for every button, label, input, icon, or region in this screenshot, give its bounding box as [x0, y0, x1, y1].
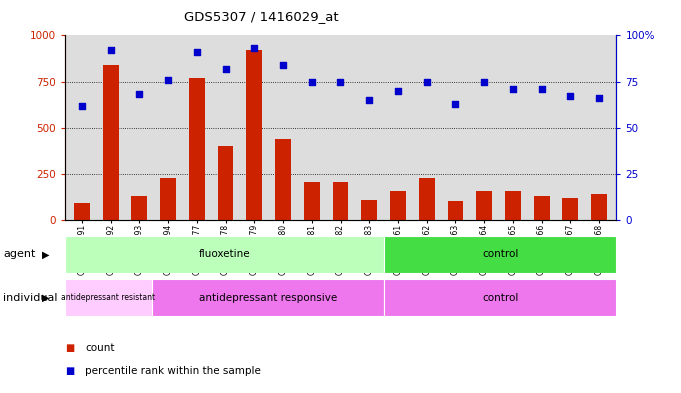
Point	[479, 79, 490, 85]
Text: percentile rank within the sample: percentile rank within the sample	[85, 366, 261, 376]
Bar	[275, 139, 291, 220]
Point	[450, 101, 461, 107]
Bar	[131, 196, 147, 220]
Text: individual: individual	[3, 293, 58, 303]
Point	[565, 93, 575, 99]
Text: control: control	[482, 293, 518, 303]
Bar	[505, 191, 521, 220]
Point	[249, 45, 259, 51]
Text: antidepressant responsive: antidepressant responsive	[199, 293, 337, 303]
Bar	[160, 178, 176, 220]
Point	[134, 91, 145, 97]
Text: count: count	[85, 343, 114, 353]
Point	[392, 88, 403, 94]
Point	[422, 79, 432, 85]
Point	[507, 86, 518, 92]
Bar	[362, 200, 377, 220]
Point	[191, 49, 202, 55]
Bar	[384, 279, 616, 316]
Point	[364, 97, 375, 103]
Point	[220, 66, 231, 72]
Point	[306, 79, 317, 85]
Point	[76, 103, 87, 109]
Text: GDS5307 / 1416029_at: GDS5307 / 1416029_at	[184, 10, 338, 23]
Bar	[247, 50, 262, 220]
Bar	[419, 178, 434, 220]
Text: fluoxetine: fluoxetine	[199, 250, 250, 259]
Bar	[563, 198, 578, 220]
Point	[105, 47, 116, 53]
Bar	[534, 196, 550, 220]
Point	[335, 79, 346, 85]
Bar	[218, 146, 234, 220]
Bar	[476, 191, 492, 220]
Bar	[74, 204, 90, 220]
Bar	[447, 201, 463, 220]
Bar	[103, 65, 118, 220]
Text: ▶: ▶	[42, 293, 50, 303]
Bar	[384, 236, 616, 273]
Bar	[65, 236, 384, 273]
Bar	[390, 191, 406, 220]
Text: control: control	[482, 250, 518, 259]
Point	[594, 95, 605, 101]
Text: ▶: ▶	[42, 250, 50, 259]
Point	[536, 86, 547, 92]
Text: antidepressant resistant: antidepressant resistant	[61, 293, 155, 302]
Bar	[189, 78, 205, 220]
Bar	[65, 279, 152, 316]
Point	[163, 77, 174, 83]
Bar	[332, 182, 349, 220]
Bar	[152, 279, 384, 316]
Text: ■: ■	[65, 366, 74, 376]
Bar	[304, 182, 319, 220]
Text: ■: ■	[65, 343, 74, 353]
Bar	[591, 194, 607, 220]
Text: agent: agent	[3, 250, 36, 259]
Point	[278, 62, 289, 68]
